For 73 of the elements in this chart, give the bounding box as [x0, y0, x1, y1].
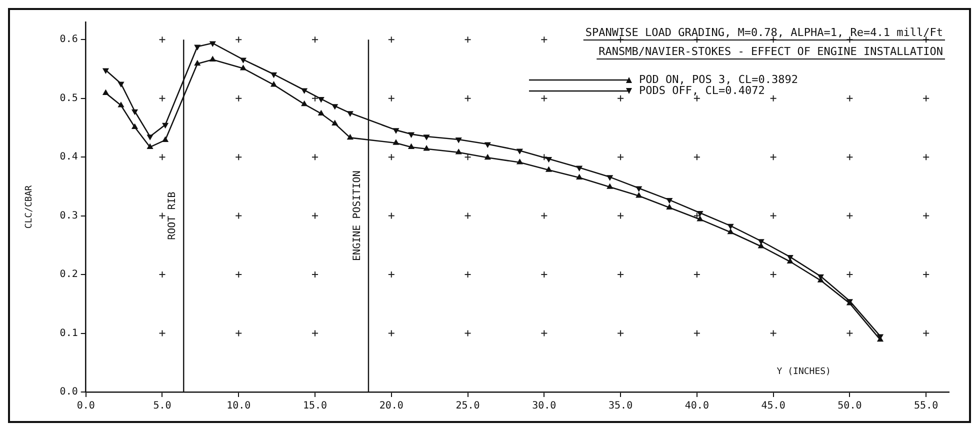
- point: [697, 216, 703, 222]
- x-tick-label: 5.0: [153, 400, 172, 412]
- ref-line-label: ROOT RIB: [167, 192, 178, 240]
- point: [393, 140, 399, 145]
- point: [270, 82, 277, 87]
- point: [118, 82, 124, 87]
- chart-title: SPANWISE LOAD GRADING, M=0.78, ALPHA=1, Re=4.1 mill/Ft: [585, 26, 943, 39]
- point: [424, 134, 430, 140]
- point: [102, 68, 109, 74]
- y-tick-label: 0.4: [60, 152, 78, 163]
- point: [697, 210, 703, 216]
- point: [332, 120, 338, 126]
- point: [728, 229, 734, 234]
- point: [118, 102, 124, 108]
- point: [162, 136, 168, 142]
- point: [666, 198, 672, 204]
- y-tick-label: 0.1: [60, 328, 78, 339]
- point: [666, 204, 672, 210]
- point: [546, 166, 552, 172]
- point: [484, 142, 490, 148]
- point: [147, 134, 153, 140]
- point: [607, 184, 613, 189]
- point: [393, 128, 399, 134]
- x-tick-label: 35.0: [608, 400, 633, 412]
- x-tick-label: 25.0: [456, 400, 480, 412]
- point: [102, 90, 109, 95]
- point: [210, 56, 216, 62]
- point: [240, 65, 246, 70]
- y-axis-title: CLC/CBAR: [24, 184, 35, 229]
- x-tick-label: 45.0: [761, 400, 786, 412]
- point: [758, 239, 764, 244]
- x-axis-title: Y (INCHES): [776, 366, 831, 377]
- point: [424, 146, 430, 151]
- legend-label: POD ON, POS 3, CL=0.3892: [639, 72, 798, 86]
- point: [576, 166, 582, 171]
- point: [318, 110, 324, 116]
- x-tick-label: 0.0: [76, 400, 95, 412]
- point: [408, 144, 414, 149]
- point: [147, 144, 153, 149]
- y-tick-label: 0.0: [60, 386, 78, 398]
- y-tick-label: 0.2: [60, 269, 78, 280]
- point: [332, 104, 338, 110]
- point: [240, 58, 246, 63]
- point: [132, 124, 138, 130]
- point: [347, 111, 353, 116]
- point: [758, 243, 764, 248]
- ref-line-label: ENGINE POSITION: [352, 170, 364, 261]
- point: [607, 175, 613, 180]
- legend-label: PODS OFF, CL=0.4072: [639, 84, 765, 97]
- y-tick-label: 0.3: [60, 210, 78, 222]
- point: [636, 192, 642, 198]
- text: RANSMB/NAVIER-STOKES - EFFECT OF ENGINE INSTALLATION: [598, 45, 943, 58]
- point: [302, 88, 308, 94]
- x-tick-label: 50.0: [838, 400, 862, 412]
- point: [210, 41, 216, 46]
- y-tick-label: 0.6: [60, 34, 78, 46]
- point: [516, 148, 523, 154]
- point: [728, 224, 734, 229]
- y-tick-label: 0.5: [60, 92, 78, 104]
- x-tick-label: 10.0: [226, 400, 251, 412]
- point: [516, 159, 523, 164]
- x-tick-label: 55.0: [914, 400, 938, 412]
- x-tick-label: 30.0: [532, 400, 556, 412]
- point: [194, 44, 200, 50]
- point: [408, 132, 414, 138]
- x-tick-label: 40.0: [684, 400, 709, 412]
- point: [636, 186, 642, 192]
- point: [456, 149, 462, 154]
- point: [456, 138, 462, 143]
- point: [318, 97, 324, 102]
- point: [576, 174, 582, 180]
- x-tick-label: 15.0: [302, 400, 328, 412]
- x-tick-label: 20.0: [379, 400, 404, 412]
